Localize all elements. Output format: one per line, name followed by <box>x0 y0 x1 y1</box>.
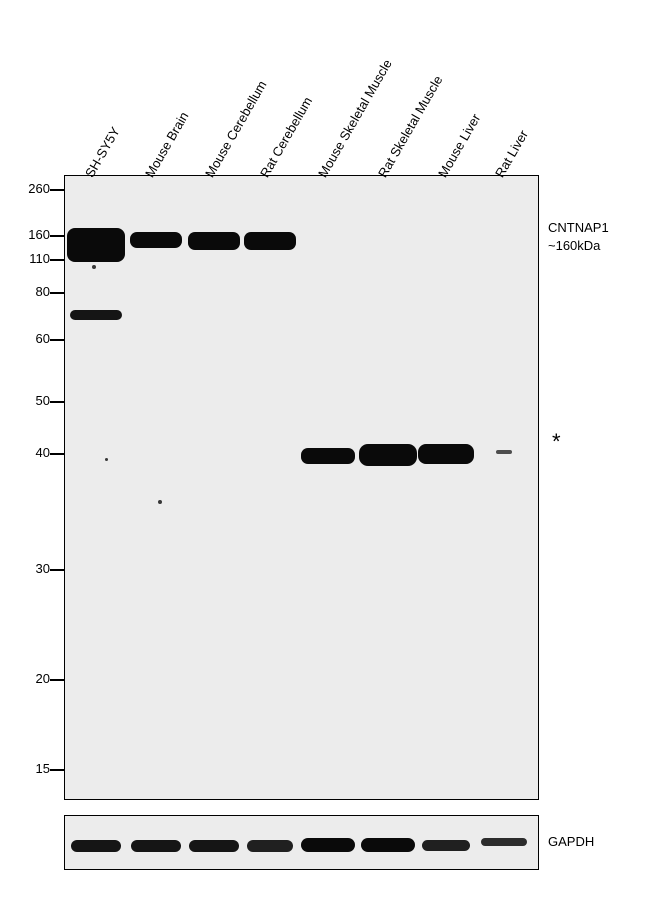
mw-marker-tick <box>50 259 64 261</box>
mw-marker-tick <box>50 453 64 455</box>
mw-marker-tick <box>50 769 64 771</box>
blot-band <box>130 232 182 248</box>
gapdh-band <box>301 838 355 852</box>
speckle <box>158 500 162 504</box>
blot-band <box>496 450 512 454</box>
mw-marker-tick <box>50 292 64 294</box>
lane-label: Rat Skeletal Muscle <box>375 73 445 180</box>
speckle <box>105 458 108 461</box>
mw-marker-label: 60 <box>0 331 50 346</box>
blot-band <box>67 228 125 262</box>
speckle <box>92 265 96 269</box>
gapdh-band <box>361 838 415 852</box>
lane-label: Rat Liver <box>492 127 531 180</box>
mw-marker-label: 20 <box>0 671 50 686</box>
mw-marker-label: 160 <box>0 227 50 242</box>
mw-marker-label: 15 <box>0 761 50 776</box>
western-blot-figure: SH-SY5Y Mouse BrainMouse CerebellumRat Ce… <box>0 0 650 906</box>
gapdh-band <box>422 840 470 851</box>
blot-band <box>188 232 240 250</box>
gapdh-band <box>71 840 121 852</box>
gapdh-band <box>189 840 239 852</box>
mw-marker-tick <box>50 569 64 571</box>
mw-marker-label: 40 <box>0 445 50 460</box>
mw-marker-label: 80 <box>0 284 50 299</box>
mw-marker-tick <box>50 235 64 237</box>
blot-band <box>244 232 296 250</box>
mw-marker-tick <box>50 401 64 403</box>
mw-marker-tick <box>50 189 64 191</box>
lane-label: Rat Cerebellum <box>257 94 315 180</box>
blot-band <box>70 310 122 320</box>
gapdh-band <box>131 840 181 852</box>
mw-marker-label: 30 <box>0 561 50 576</box>
mw-marker-tick <box>50 679 64 681</box>
mw-marker-label: 260 <box>0 181 50 196</box>
lane-label: Mouse Cerebellum <box>202 78 270 180</box>
right-annotation: CNTNAP1 <box>548 220 609 235</box>
blot-band <box>418 444 474 464</box>
main-blot-panel <box>64 175 539 800</box>
mw-marker-label: 50 <box>0 393 50 408</box>
gapdh-band <box>247 840 293 852</box>
blot-band <box>301 448 355 464</box>
lane-label: SH-SY5Y <box>82 124 123 180</box>
right-annotation: GAPDH <box>548 834 594 849</box>
lane-label: Mouse Liver <box>435 111 483 180</box>
blot-band <box>359 444 417 466</box>
right-annotation: ~160kDa <box>548 238 600 253</box>
mw-marker-tick <box>50 339 64 341</box>
lane-label: Mouse Brain <box>142 109 191 180</box>
gapdh-band <box>481 838 527 846</box>
right-annotation: * <box>552 429 561 455</box>
mw-marker-label: 110 <box>0 251 50 266</box>
